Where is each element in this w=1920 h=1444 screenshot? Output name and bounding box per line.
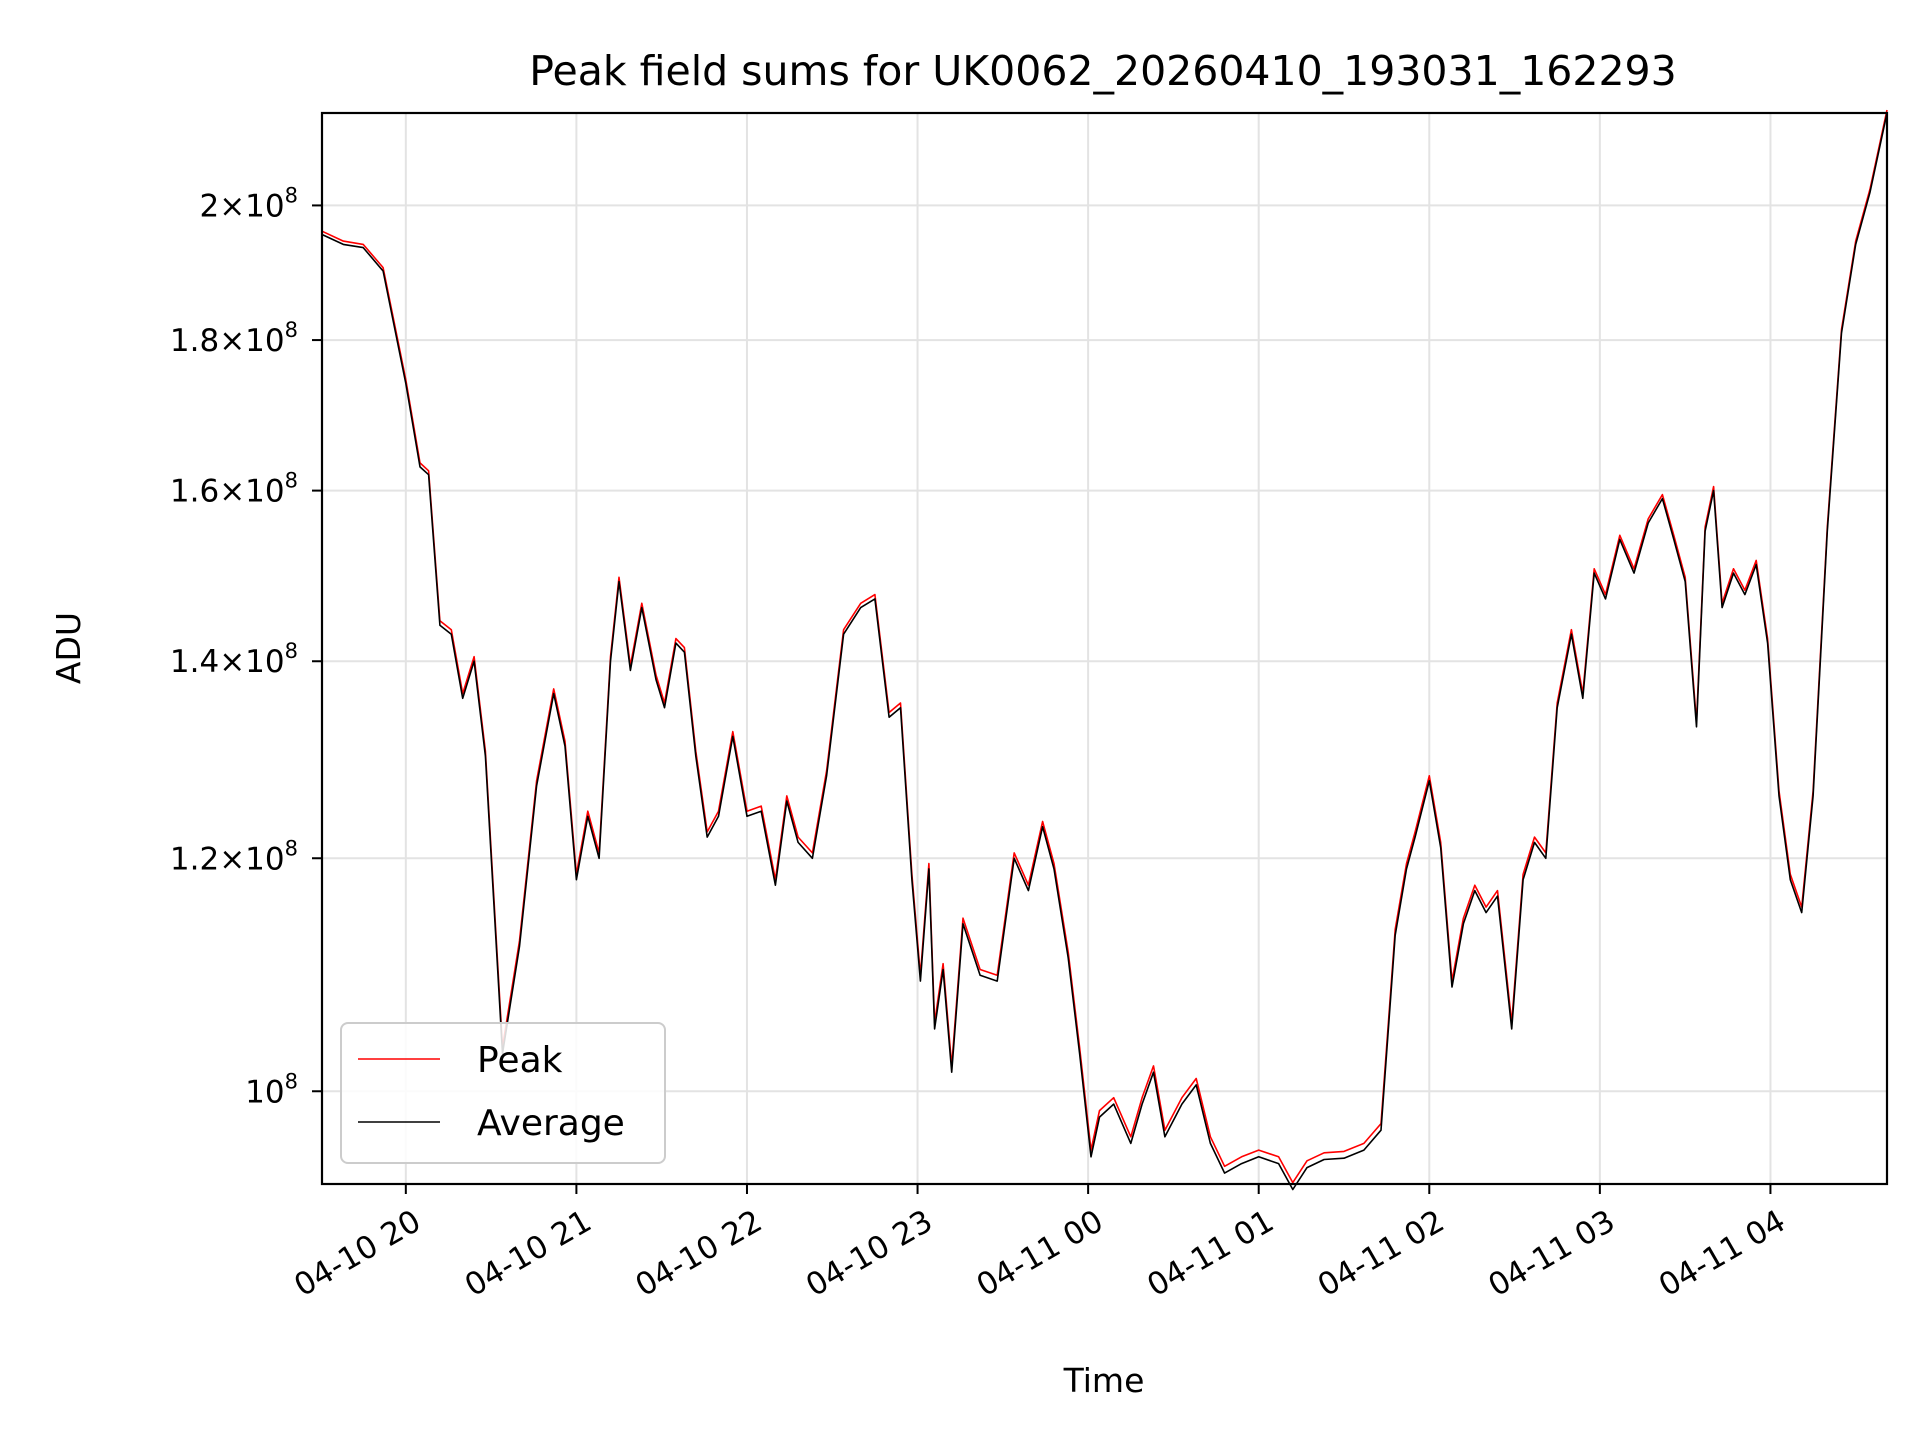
- x-axis-label: Time: [1063, 1361, 1145, 1400]
- y-axis-ticks: 108 1.2×108 1.4×108 1.6×108 1.8×108 2×108: [170, 183, 322, 1110]
- legend-box: [340, 1022, 666, 1164]
- y-tick-label: 1.6×108: [170, 469, 298, 510]
- plot-area-frame: [320, 111, 1889, 1186]
- y-axis-label: ADU: [49, 612, 88, 684]
- legend-label-average: Average: [477, 1103, 625, 1144]
- y-tick-label: 1.4×108: [170, 639, 298, 680]
- series-layer: [321, 109, 1888, 1191]
- legend: Peak Average: [340, 1022, 666, 1164]
- chart-title: Peak field sums for UK0062_20260410_1930…: [529, 47, 1676, 95]
- y-tick-label: 1.8×108: [170, 318, 298, 359]
- y-tick-label: 2×108: [199, 183, 298, 224]
- y-tick-label: 1.2×108: [170, 836, 298, 877]
- y-tick-label: 108: [245, 1069, 298, 1110]
- grid-layer: [322, 113, 1887, 1184]
- series-line-average: [321, 112, 1888, 1191]
- legend-label-peak: Peak: [477, 1040, 563, 1081]
